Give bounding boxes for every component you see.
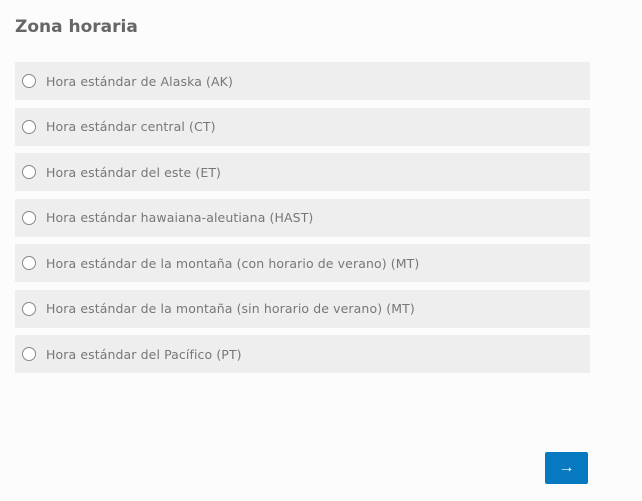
radio-button[interactable]	[22, 165, 36, 179]
option-label: Hora estándar de Alaska (AK)	[46, 73, 233, 89]
option-label: Hora estándar central (CT)	[46, 119, 216, 134]
arrow-right-icon: →	[558, 459, 575, 476]
option-hawaii[interactable]: Hora estándar hawaiana-aleutiana (HAST)	[15, 198, 590, 237]
timezone-radio-group: Hora estándar de Alaska (AK) Hora estánd…	[15, 62, 590, 381]
option-label: Hora estándar de la montaña (sin horario…	[46, 301, 415, 316]
option-central[interactable]: Hora estándar central (CT)	[15, 107, 590, 146]
radio-button[interactable]	[22, 74, 36, 88]
option-alaska[interactable]: Hora estándar de Alaska (AK)	[15, 62, 590, 100]
option-label: Hora estándar hawaiana-aleutiana (HAST)	[46, 210, 314, 225]
radio-button[interactable]	[22, 301, 36, 316]
page-title: Zona horaria	[15, 17, 138, 37]
radio-button[interactable]	[22, 347, 36, 361]
option-eastern[interactable]: Hora estándar del este (ET)	[15, 153, 590, 191]
option-label: Hora estándar de la montaña (con horario…	[46, 255, 420, 271]
radio-button[interactable]	[22, 210, 36, 225]
option-label: Hora estándar del Pacífico (PT)	[46, 346, 242, 362]
option-pacific[interactable]: Hora estándar del Pacífico (PT)	[15, 335, 590, 373]
option-mountain-dst[interactable]: Hora estándar de la montaña (con horario…	[15, 244, 590, 282]
radio-button[interactable]	[22, 256, 36, 270]
option-mountain-no-dst[interactable]: Hora estándar de la montaña (sin horario…	[15, 289, 590, 328]
option-label: Hora estándar del este (ET)	[46, 164, 222, 180]
radio-button[interactable]	[22, 119, 36, 134]
next-button[interactable]: →	[545, 452, 588, 484]
